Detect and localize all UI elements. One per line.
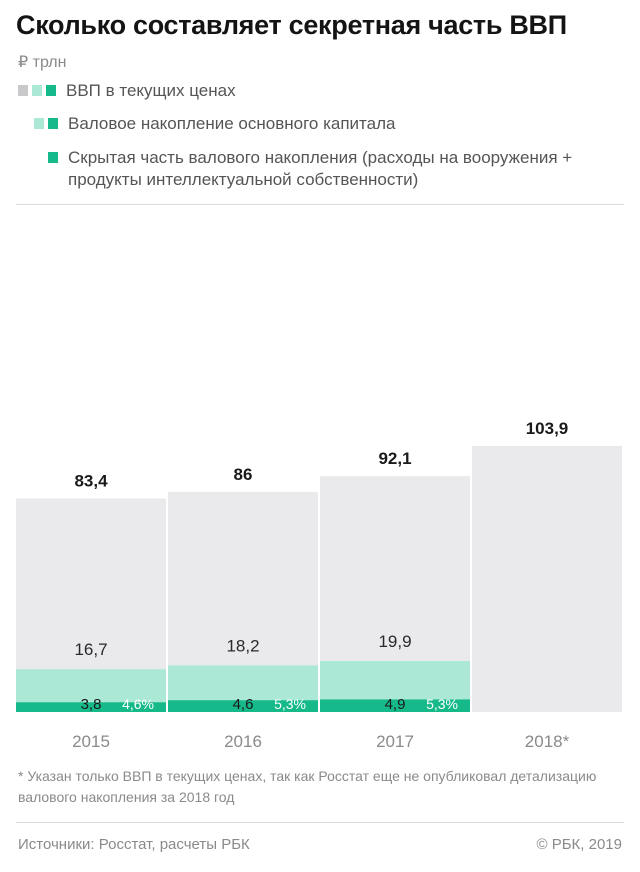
legend-swatch-green: [46, 85, 56, 96]
value-label-gdp: 103,9: [526, 419, 569, 438]
legend-swatch-green: [48, 118, 58, 129]
value-label-gfcf: 19,9: [378, 632, 411, 651]
value-label-hidden: 4,9: [385, 696, 406, 713]
unit-label: ₽ трлн: [18, 54, 67, 71]
share-label-hidden: 5,3%: [274, 696, 306, 712]
x-tick-label: 2015: [72, 732, 110, 751]
divider-bottom: [16, 822, 624, 823]
legend-item-gfcf: Валовое накопление основного капитала: [34, 113, 395, 135]
legend-item-hidden: Скрытая часть валового накопления (расхо…: [48, 147, 608, 191]
value-label-gfcf: 16,7: [74, 640, 107, 659]
x-tick-label: 2018*: [525, 732, 570, 751]
legend-swatch-light-green: [32, 85, 42, 96]
value-label-gfcf: 18,2: [226, 636, 259, 655]
legend-label-gfcf: Валовое накопление основного капитала: [68, 114, 396, 133]
x-tick-label: 2017: [376, 732, 414, 751]
value-label-hidden: 3,8: [81, 696, 102, 713]
legend-swatch-green: [48, 152, 58, 163]
bar-chart: 83,4 16,7 3,8 4,6% 2015 86 18,2 4,6 5,3% 2016 92,1…: [16, 419, 622, 751]
bar-hidden: [168, 700, 318, 712]
share-label-hidden: 4,6%: [122, 696, 154, 712]
chart-title: Сколько составляет секретная часть ВВП: [16, 10, 567, 40]
footnote: * Указан только ВВП в текущих ценах, так…: [18, 768, 597, 805]
legend-swatch-light-green: [34, 118, 44, 129]
value-label-gdp: 83,4: [74, 471, 108, 490]
x-tick-label: 2016: [224, 732, 262, 751]
bar-hidden: [320, 699, 470, 712]
share-label-hidden: 5,3%: [426, 696, 458, 712]
value-label-gdp: 92,1: [378, 449, 411, 468]
legend-swatch-gray: [18, 85, 28, 96]
value-label-hidden: 4,6: [233, 696, 254, 713]
sources: Источники: Росстат, расчеты РБК: [18, 836, 250, 853]
legend-item-gdp: ВВП в текущих ценах: [18, 80, 236, 102]
legend-label-hidden: Скрытая часть валового накопления (расхо…: [68, 148, 573, 189]
bar-hidden: [16, 702, 166, 712]
copyright: © РБК, 2019: [536, 836, 622, 853]
legend-label-gdp: ВВП в текущих ценах: [66, 81, 236, 100]
value-label-gdp: 86: [234, 465, 253, 484]
divider-top: [16, 204, 624, 205]
bar-gdp: [472, 446, 622, 712]
